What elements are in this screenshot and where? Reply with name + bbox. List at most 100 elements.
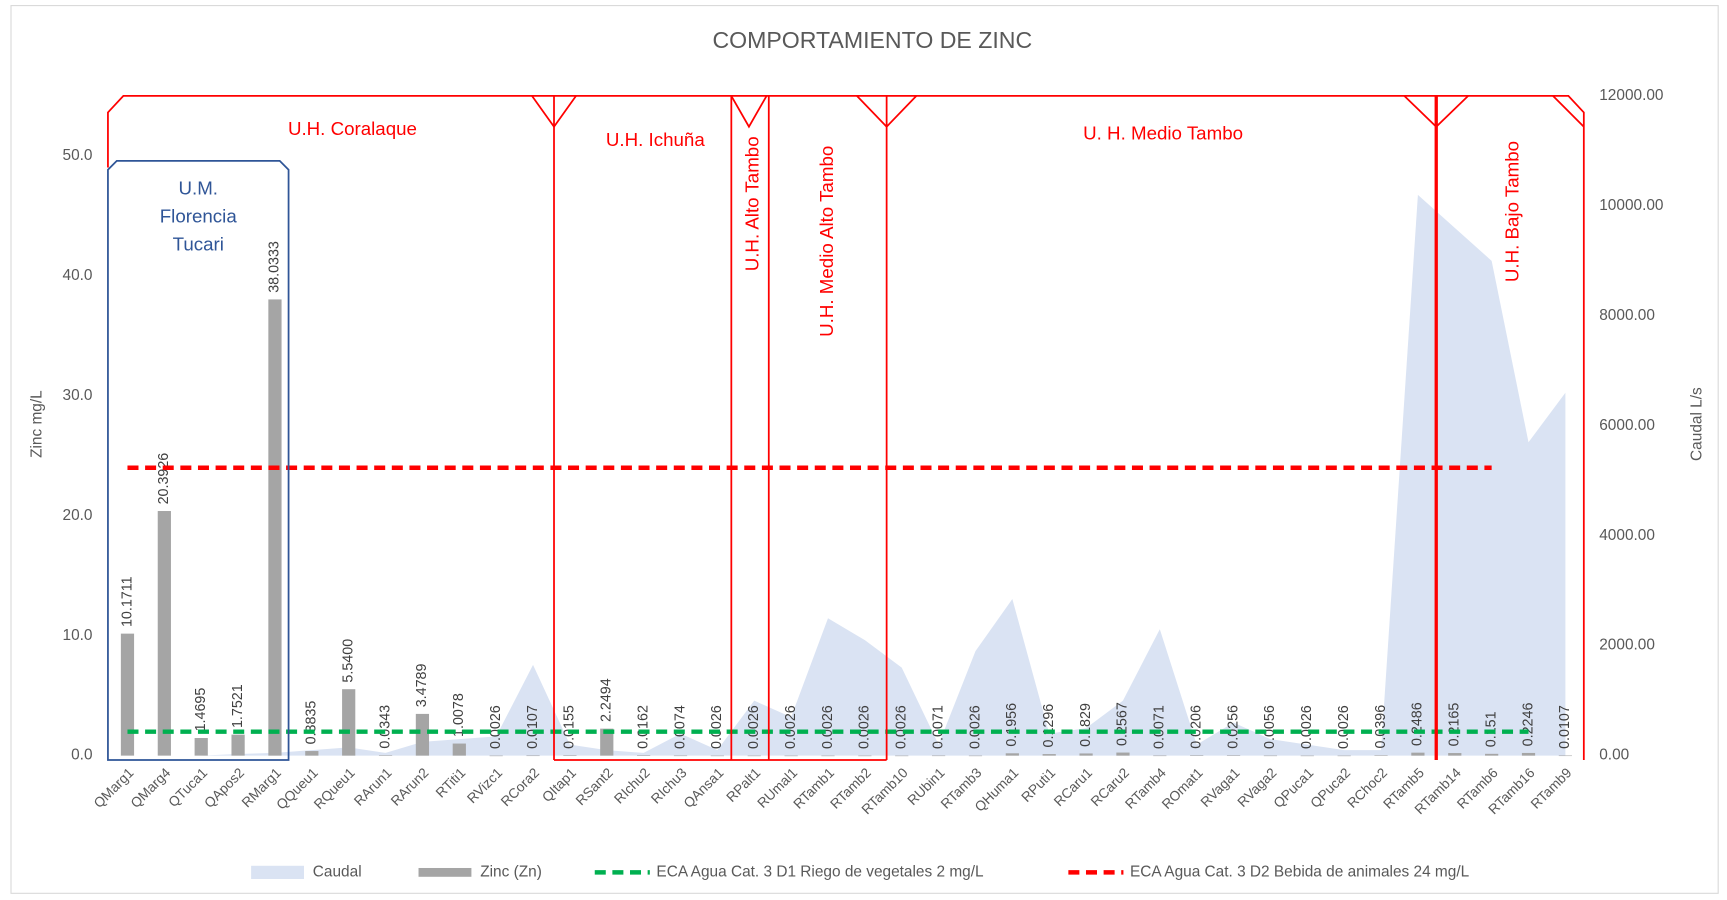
data-label: 1.4695 (193, 688, 209, 732)
bar (157, 511, 171, 756)
data-label: 0.0256 (1225, 705, 1241, 749)
data-label: 20.3926 (156, 453, 172, 505)
region-notch (1552, 95, 1585, 128)
data-label: 0.0074 (672, 705, 688, 749)
bar (1411, 752, 1425, 756)
data-label: 0.3835 (304, 701, 320, 745)
region-label: U.H. Alto Tambo (741, 136, 762, 271)
bar (305, 751, 319, 756)
region-label: Tucari (173, 234, 224, 255)
y2-tick-label: 0.00 (1599, 747, 1629, 764)
bar (968, 755, 983, 757)
data-label: 0.0026 (1336, 705, 1352, 749)
y-axis-label: Zinc mg/L (29, 390, 46, 458)
region-notch (531, 95, 577, 129)
y-tick-label: 10.0 (63, 627, 93, 644)
bar (1042, 754, 1056, 756)
data-label: 0.0026 (488, 705, 504, 749)
data-label: 0.2246 (1520, 703, 1536, 747)
region-label: U.H. Ichuña (606, 129, 705, 150)
y-tick-label: 20.0 (63, 507, 93, 524)
region-label: U.H. Coralaque (288, 118, 417, 139)
bar (452, 743, 466, 756)
y-tick-label: 40.0 (63, 267, 93, 284)
bar (120, 633, 135, 756)
legend-label: ECA Agua Cat. 3 D2 Bebida de animales 24… (1130, 863, 1470, 880)
data-label: 0.0107 (525, 705, 541, 749)
legend-swatch (418, 867, 472, 877)
region-label: U. H. Medio Tambo (1083, 122, 1243, 143)
data-label: 0.1829 (1078, 703, 1094, 747)
region-label: Florencia (160, 206, 238, 227)
data-label: 0.0107 (1557, 705, 1573, 749)
region-notch (1403, 95, 1469, 128)
y2-tick-label: 8000.00 (1599, 307, 1655, 324)
bar (1190, 755, 1204, 756)
y-tick-label: 50.0 (63, 147, 93, 164)
chart-title: COMPORTAMIENTO DE ZINC (712, 27, 1032, 53)
bar (821, 755, 835, 757)
data-label: 1.0078 (451, 693, 467, 737)
bar (526, 755, 540, 757)
bar (268, 299, 282, 756)
region-notch (730, 95, 768, 129)
bar (1116, 752, 1130, 756)
data-label: 5.5400 (340, 639, 356, 683)
bar (1226, 755, 1241, 756)
data-label: 10.1711 (119, 576, 135, 627)
region-label: U.M. (178, 177, 218, 198)
bar (378, 755, 393, 756)
y2-tick-label: 6000.00 (1599, 417, 1655, 434)
legend-label: Zinc (Zn) (480, 863, 542, 880)
bar (1558, 755, 1572, 757)
data-label: 0.0206 (1188, 705, 1204, 749)
data-label: 38.0333 (267, 241, 283, 293)
bar (1005, 753, 1019, 756)
data-label: 0.0162 (635, 705, 651, 749)
legend-swatch (251, 865, 304, 879)
bar (1521, 752, 1536, 756)
data-label: 0.0026 (967, 705, 983, 749)
bar (342, 689, 356, 756)
region-label: U.H. Bajo Tambo (1501, 141, 1522, 282)
bar (673, 755, 688, 757)
data-label: 0.0026 (820, 705, 836, 749)
bar (1485, 753, 1499, 756)
bar (784, 755, 798, 757)
data-label: 0.0071 (1152, 705, 1168, 749)
bar (1337, 755, 1351, 757)
bar (563, 755, 577, 757)
region-notch (856, 95, 918, 129)
data-label: 0.0026 (746, 705, 762, 749)
y2-axis-label: Caudal L/s (1688, 387, 1705, 461)
data-label: 0.0155 (562, 705, 578, 749)
bar (231, 734, 245, 756)
bar (931, 755, 946, 757)
legend-label: ECA Agua Cat. 3 D1 Riego de vegetales 2 … (656, 863, 984, 880)
bar (415, 713, 430, 756)
data-label: 0.2486 (1410, 702, 1426, 746)
bar (637, 755, 651, 756)
y-tick-label: 0.0 (71, 747, 92, 764)
subregion-outline (107, 160, 290, 761)
bar (858, 755, 872, 757)
data-label: 0.1956 (1004, 703, 1020, 747)
data-label: 2.2494 (599, 678, 615, 722)
bar (600, 728, 614, 756)
data-label: 0.0026 (1299, 705, 1315, 749)
data-label: 0.0026 (709, 705, 725, 749)
data-label: 0.0026 (857, 705, 873, 749)
y2-tick-label: 12000.00 (1599, 87, 1663, 104)
bar (1300, 755, 1314, 757)
data-label: 0.0343 (377, 705, 393, 749)
y2-tick-label: 10000.00 (1599, 197, 1663, 214)
bar (1263, 755, 1278, 757)
data-label: 0.0026 (783, 705, 799, 749)
bar (1374, 755, 1388, 756)
region-outline (107, 95, 1585, 761)
bar (1153, 755, 1167, 757)
bar (895, 755, 909, 757)
bar (747, 755, 761, 757)
data-label: 0.2165 (1447, 703, 1463, 747)
